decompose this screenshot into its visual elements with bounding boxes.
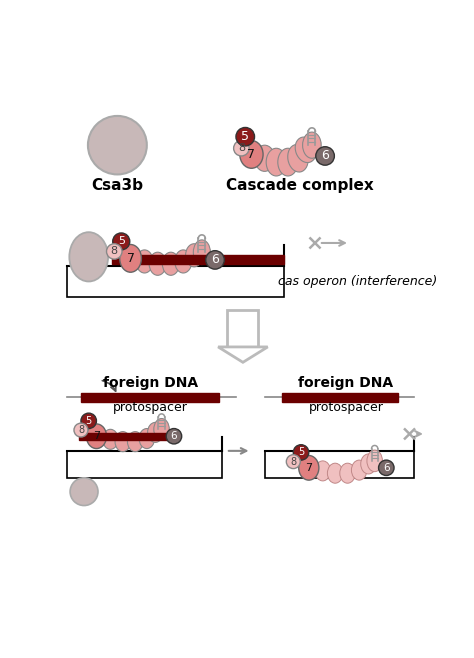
Ellipse shape (115, 432, 130, 451)
Ellipse shape (278, 148, 298, 176)
Text: 7: 7 (93, 431, 100, 442)
Ellipse shape (240, 141, 263, 168)
Text: 5: 5 (118, 236, 125, 247)
Ellipse shape (103, 429, 118, 449)
Ellipse shape (149, 252, 166, 275)
Ellipse shape (255, 145, 275, 171)
Circle shape (166, 428, 182, 444)
Text: cas operon (interference): cas operon (interference) (278, 275, 437, 288)
Ellipse shape (351, 460, 367, 480)
Ellipse shape (295, 137, 316, 163)
Text: protospacer: protospacer (309, 401, 383, 415)
Text: 8: 8 (238, 143, 245, 153)
Circle shape (107, 243, 122, 259)
Bar (67, 451, 222, 478)
Bar (282, 393, 398, 401)
Ellipse shape (162, 252, 179, 275)
Text: protospacer: protospacer (113, 401, 188, 415)
Bar (112, 255, 284, 264)
Text: 5: 5 (86, 416, 92, 426)
Ellipse shape (186, 243, 202, 267)
Bar (264, 451, 414, 478)
Ellipse shape (302, 132, 321, 159)
Circle shape (379, 460, 394, 476)
Circle shape (74, 423, 88, 437)
Text: 7: 7 (305, 463, 312, 473)
Ellipse shape (120, 245, 141, 272)
Ellipse shape (86, 424, 107, 449)
Ellipse shape (361, 454, 376, 474)
Bar (228, 310, 258, 347)
Circle shape (286, 455, 300, 468)
Text: 6: 6 (321, 149, 329, 163)
Bar (79, 433, 179, 440)
Text: 6: 6 (211, 253, 219, 266)
Ellipse shape (299, 455, 319, 480)
Bar (81, 393, 219, 401)
Circle shape (236, 128, 255, 146)
Text: 7: 7 (247, 148, 255, 161)
Circle shape (70, 478, 98, 505)
Text: foreign DNA: foreign DNA (103, 376, 198, 390)
Ellipse shape (367, 450, 383, 472)
Text: foreign DNA: foreign DNA (299, 376, 393, 390)
Bar (67, 266, 284, 297)
Ellipse shape (328, 463, 343, 483)
Ellipse shape (69, 232, 108, 282)
Text: 5: 5 (241, 130, 249, 143)
Ellipse shape (288, 145, 308, 172)
Text: 5: 5 (298, 447, 304, 457)
Text: 8: 8 (290, 457, 296, 467)
Circle shape (206, 251, 224, 269)
Text: 7: 7 (127, 252, 135, 265)
Circle shape (88, 116, 147, 174)
Ellipse shape (147, 422, 163, 442)
Text: 8: 8 (111, 247, 118, 257)
Text: 8: 8 (78, 425, 84, 435)
Text: 6: 6 (171, 431, 177, 442)
Ellipse shape (266, 148, 286, 176)
Polygon shape (218, 347, 268, 363)
Ellipse shape (136, 250, 153, 273)
Circle shape (113, 233, 130, 250)
Circle shape (293, 445, 309, 460)
Ellipse shape (175, 250, 192, 273)
Text: Csa3b: Csa3b (91, 178, 143, 193)
Ellipse shape (340, 463, 356, 483)
Circle shape (316, 147, 334, 165)
Circle shape (234, 141, 249, 156)
Circle shape (81, 413, 96, 428)
Ellipse shape (128, 432, 143, 451)
Ellipse shape (154, 418, 169, 440)
Ellipse shape (315, 461, 330, 481)
Ellipse shape (193, 240, 210, 265)
Ellipse shape (139, 428, 155, 449)
Text: 6: 6 (383, 463, 390, 473)
Text: Cascade complex: Cascade complex (226, 178, 374, 193)
